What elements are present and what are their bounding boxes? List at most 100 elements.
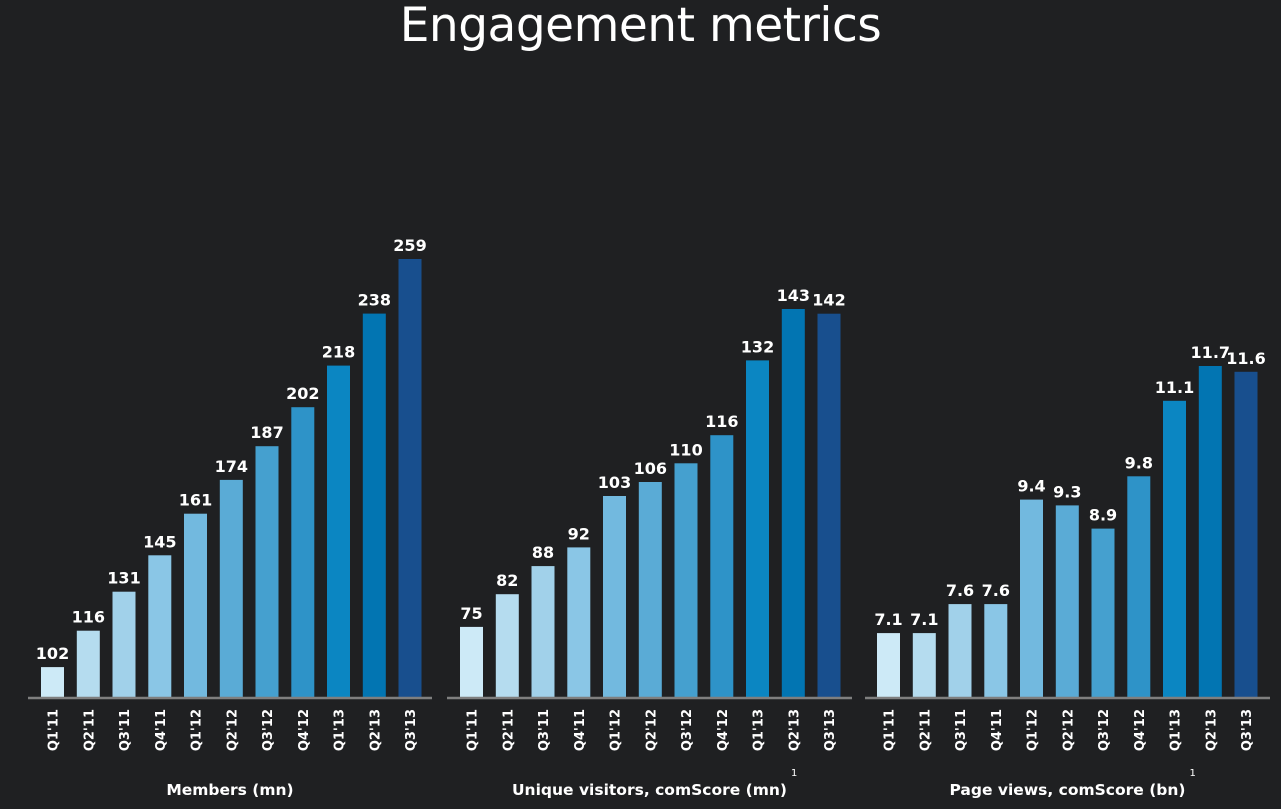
value-label: 238 <box>358 291 391 310</box>
bar-members-8 <box>327 365 350 697</box>
value-label: 161 <box>179 491 212 510</box>
bar-unique-visitors-8 <box>746 360 769 697</box>
value-label: 9.4 <box>1017 477 1045 496</box>
value-label: 11.7 <box>1191 343 1230 362</box>
chart-members: 102 Q1'11 116 Q2'11 131 Q3'11 145 Q4'11 161 Q1'12… <box>28 236 432 799</box>
tick-label: Q3'12 <box>1097 709 1112 751</box>
tick-label: Q1'13 <box>752 709 767 751</box>
value-label: 106 <box>634 459 667 478</box>
bar-unique-visitors-10 <box>817 313 841 697</box>
bar-members-5 <box>219 479 243 697</box>
value-label: 116 <box>705 412 738 431</box>
value-label: 7.1 <box>874 610 902 629</box>
bar-page-views-8 <box>1163 400 1186 697</box>
bar-unique-visitors-3 <box>567 547 591 697</box>
bar-page-views-7 <box>1127 476 1151 697</box>
tick-label: Q4'12 <box>716 709 731 751</box>
value-label: 132 <box>741 337 774 356</box>
value-label: 143 <box>777 286 810 305</box>
tick-label: Q3'11 <box>537 709 552 751</box>
tick-label: Q3'13 <box>404 709 419 751</box>
chart-page-views: 7.1 Q1'11 7.1 Q2'11 7.6 Q3'11 7.6 Q4'11 9.4 Q1'12… <box>865 343 1270 799</box>
bar-page-views-9 <box>1198 366 1222 697</box>
tick-label: Q2'12 <box>225 709 240 751</box>
value-label: 145 <box>143 532 176 551</box>
tick-label: Q1'13 <box>1169 709 1184 751</box>
bar-members-9 <box>362 313 386 697</box>
bar-page-views-4 <box>1020 499 1043 697</box>
page-title: Engagement metrics <box>399 0 882 53</box>
bar-members-7 <box>291 407 315 697</box>
bar-members-4 <box>184 513 207 697</box>
value-label: 9.3 <box>1053 482 1081 501</box>
tick-label: Q1'11 <box>883 709 898 751</box>
tick-label: Q1'11 <box>47 709 62 751</box>
value-label: 116 <box>72 608 105 627</box>
value-label: 75 <box>460 604 482 623</box>
bar-members-1 <box>76 630 100 697</box>
x-axis-title: Page views, comScore (bn) <box>949 781 1185 799</box>
tick-label: Q2'11 <box>82 709 97 751</box>
value-label: 11.1 <box>1155 378 1194 397</box>
value-label: 131 <box>107 569 140 588</box>
bar-members-2 <box>112 591 136 697</box>
bar-members-3 <box>148 555 172 697</box>
bar-page-views-2 <box>948 604 972 697</box>
chart-unique-visitors: 75 Q1'11 82 Q2'11 88 Q3'11 92 Q4'11 103 Q1'12 106 Q… <box>447 286 852 799</box>
value-label: 187 <box>250 423 283 442</box>
bar-unique-visitors-0 <box>460 626 483 697</box>
bar-unique-visitors-7 <box>710 435 734 697</box>
tick-label: Q4'11 <box>573 709 588 751</box>
bar-page-views-10 <box>1234 371 1258 697</box>
bar-unique-visitors-4 <box>603 496 626 697</box>
value-label: 11.6 <box>1226 349 1265 368</box>
value-label: 9.8 <box>1125 453 1153 472</box>
tick-label: Q4'12 <box>1133 709 1148 751</box>
value-label: 110 <box>669 440 702 459</box>
tick-label: Q2'13 <box>787 709 802 751</box>
x-axis-title: Members (mn) <box>166 781 293 799</box>
bar-unique-visitors-1 <box>495 594 519 697</box>
tick-label: Q1'12 <box>190 709 205 751</box>
bar-page-views-6 <box>1091 528 1115 697</box>
value-label: 259 <box>393 236 426 255</box>
bar-unique-visitors-6 <box>674 463 698 697</box>
tick-label: Q2'11 <box>501 709 516 751</box>
value-label: 82 <box>496 571 518 590</box>
tick-label: Q2'11 <box>918 709 933 751</box>
value-label: 202 <box>286 384 319 403</box>
tick-label: Q2'12 <box>644 709 659 751</box>
bar-page-views-3 <box>984 604 1008 697</box>
value-label: 88 <box>532 543 554 562</box>
value-label: 92 <box>568 524 590 543</box>
tick-label: Q3'12 <box>261 709 276 751</box>
tick-label: Q1'12 <box>1026 709 1041 751</box>
bar-unique-visitors-9 <box>781 309 805 697</box>
tick-label: Q1'12 <box>609 709 624 751</box>
bar-page-views-1 <box>912 633 936 697</box>
tick-label: Q3'11 <box>118 709 133 751</box>
bar-page-views-5 <box>1055 505 1079 697</box>
footnote-marker: 1 <box>791 768 797 779</box>
value-label: 7.6 <box>946 581 974 600</box>
bar-page-views-0 <box>877 633 900 697</box>
bar-members-0 <box>41 667 64 697</box>
value-label: 103 <box>598 473 631 492</box>
tick-label: Q2'12 <box>1061 709 1076 751</box>
value-label: 8.9 <box>1089 506 1117 525</box>
bar-unique-visitors-5 <box>638 482 662 697</box>
tick-label: Q3'12 <box>680 709 695 751</box>
tick-label: Q3'13 <box>823 709 838 751</box>
tick-label: Q4'11 <box>154 709 169 751</box>
value-label: 7.6 <box>982 581 1010 600</box>
bar-members-10 <box>398 259 422 697</box>
bar-members-6 <box>255 446 279 697</box>
value-label: 174 <box>215 457 248 476</box>
tick-label: Q4'11 <box>990 709 1005 751</box>
tick-label: Q1'11 <box>466 709 481 751</box>
tick-label: Q2'13 <box>368 709 383 751</box>
bar-unique-visitors-2 <box>531 566 555 697</box>
tick-label: Q2'13 <box>1204 709 1219 751</box>
value-label: 102 <box>36 644 69 663</box>
